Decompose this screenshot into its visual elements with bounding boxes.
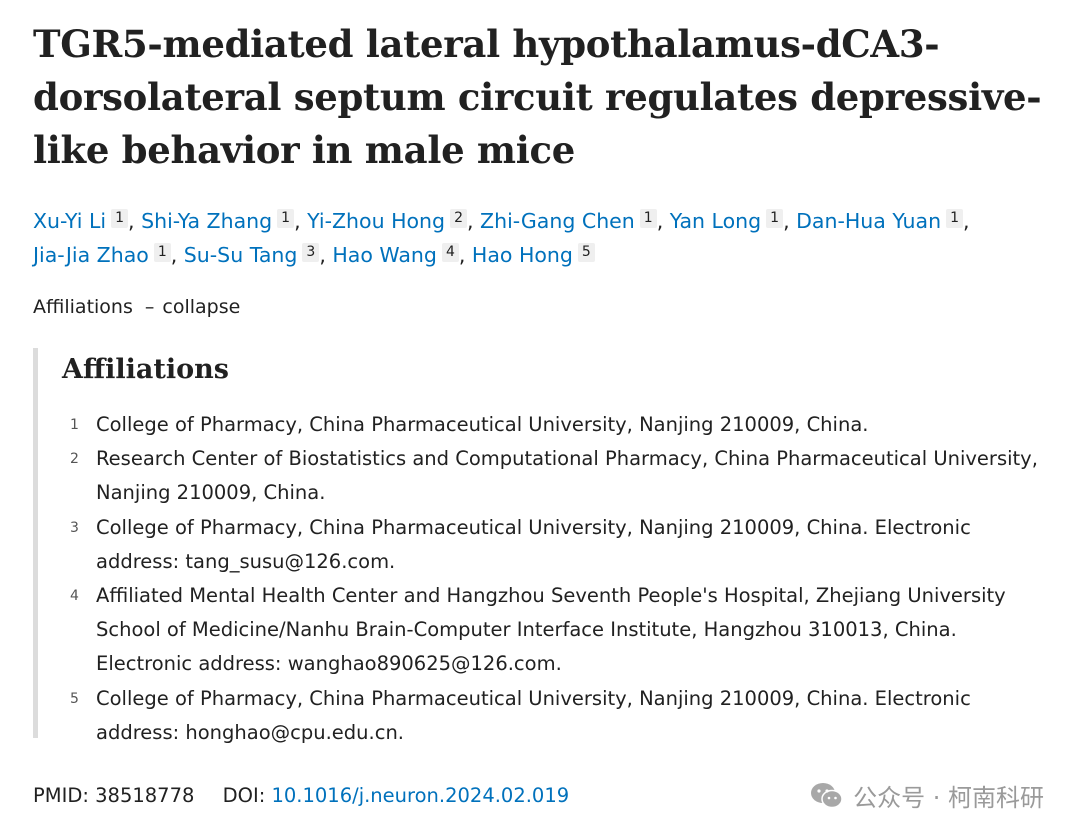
affiliation-text: College of Pharmacy, China Pharmaceutica…: [96, 686, 971, 744]
affiliation-ref[interactable]: 2: [450, 209, 467, 228]
author-item: Yi-Zhou Hong 2,: [307, 209, 481, 233]
author-item: Hao Hong 5: [472, 243, 595, 267]
doi-label: DOI:: [222, 784, 266, 807]
affiliation-text: Research Center of Biostatistics and Com…: [96, 447, 1038, 505]
affiliation-ref[interactable]: 4: [441, 243, 459, 262]
affiliation-item: 1 College of Pharmacy, China Pharmaceutic…: [62, 408, 1056, 442]
author-item: Jia-Jia Zhao 1,: [33, 243, 184, 267]
affiliation-item: 4 Affiliated Mental Health Center and Han…: [62, 579, 1056, 682]
pmid-value: 38518778: [95, 784, 195, 807]
affiliation-text: College of Pharmacy, China Pharmaceutica…: [96, 515, 971, 573]
author-link[interactable]: Yi-Zhou Hong: [307, 209, 446, 233]
author-link[interactable]: Hao Hong: [471, 243, 573, 267]
author-item: Xu-Yi Li 1,: [33, 209, 142, 233]
author-item: Yan Long 1,: [669, 209, 797, 233]
affiliation-ref[interactable]: 1: [277, 209, 295, 228]
author-link[interactable]: Hao Wang: [332, 243, 437, 267]
affiliation-number: 4: [70, 588, 79, 605]
author-item: Shi-Ya Zhang 1,: [141, 209, 308, 233]
affiliation-number: 3: [70, 519, 79, 536]
author-link[interactable]: Jia-Jia Zhao: [33, 243, 149, 267]
wechat-icon: [811, 782, 843, 808]
toggle-dash: –: [144, 296, 155, 318]
article-title: TGR5-mediated lateral hypothalamus-dCA3-…: [33, 22, 1042, 172]
author-list: Xu-Yi Li 1, Shi-Ya Zhang 1, Yi-Zhou Hong 2,…: [33, 204, 1063, 272]
author-item: Hao Wang 4,: [332, 243, 472, 267]
affiliation-number: 1: [70, 417, 79, 433]
watermark-text: 公众号 · 柯南科研: [853, 784, 1044, 812]
watermark: 公众号 · 柯南科研: [809, 778, 1044, 813]
affiliation-ref[interactable]: 1: [639, 209, 657, 228]
article-identifiers: PMID: 38518778 DOI: 10.1016/j.neuron.202…: [33, 782, 569, 810]
author-link[interactable]: Dan-Hua Yuan: [796, 209, 942, 233]
article-header: TGR5-mediated lateral hypothalamus-dCA3-…: [33, 18, 1063, 744]
affiliations-toggle-label: Affiliations: [33, 296, 133, 318]
affiliations-heading: Affiliations: [62, 354, 229, 385]
affiliation-ref[interactable]: 1: [766, 209, 784, 228]
affiliation-ref[interactable]: 1: [946, 209, 963, 228]
affiliation-text: College of Pharmacy, China Pharmaceutica…: [96, 413, 869, 436]
author-link[interactable]: Yan Long: [669, 209, 762, 233]
affiliation-item: 3 College of Pharmacy, China Pharmaceutic…: [62, 511, 1056, 579]
affiliations-list: 1 College of Pharmacy, China Pharmaceutic…: [62, 408, 1080, 750]
affiliations-panel: Affiliations 1 College of Pharmacy, China…: [33, 348, 1080, 744]
affiliation-number: 2: [70, 451, 79, 468]
affiliation-number: 5: [70, 690, 79, 707]
affiliation-item: 2 Research Center of Biostatistics and Co…: [62, 442, 1056, 510]
affiliation-item: 5 College of Pharmacy, China Pharmaceutic…: [62, 682, 1056, 750]
author-item: Su-Su Tang 3,: [183, 243, 333, 267]
doi-link[interactable]: 10.1016/j.neuron.2024.02.019: [271, 784, 570, 807]
affiliation-ref[interactable]: 5: [577, 243, 595, 262]
collapse-button[interactable]: collapse: [162, 296, 241, 318]
author-item: Dan-Hua Yuan 1,: [796, 209, 970, 233]
affiliations-toggle: Affiliations – collapse: [33, 294, 1063, 320]
author-link[interactable]: Zhi-Gang Chen: [480, 209, 635, 233]
affiliation-ref[interactable]: 1: [111, 209, 129, 228]
affiliation-text: Affiliated Mental Health Center and Hang…: [96, 584, 1006, 676]
author-link[interactable]: Xu-Yi Li: [33, 209, 107, 233]
author-item: Zhi-Gang Chen 1,: [480, 209, 670, 233]
affiliation-ref[interactable]: 3: [302, 243, 320, 262]
author-link[interactable]: Shi-Ya Zhang: [141, 209, 273, 233]
pmid-label: PMID:: [33, 784, 89, 807]
author-link[interactable]: Su-Su Tang: [183, 243, 298, 267]
affiliation-ref[interactable]: 1: [153, 243, 171, 262]
